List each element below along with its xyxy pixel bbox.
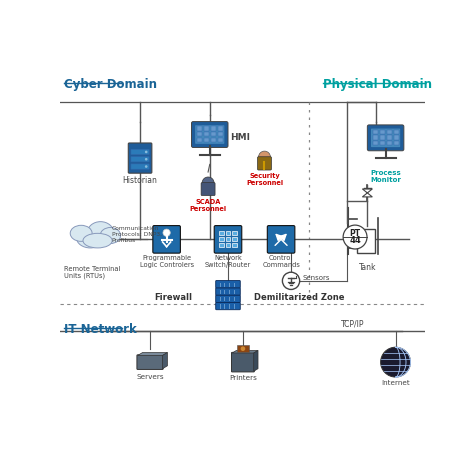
- FancyBboxPatch shape: [195, 125, 224, 144]
- Bar: [219, 231, 224, 236]
- Text: 44: 44: [349, 236, 361, 245]
- FancyBboxPatch shape: [191, 122, 228, 147]
- FancyBboxPatch shape: [216, 281, 240, 288]
- Bar: [380, 129, 385, 134]
- Text: Cyber Domain: Cyber Domain: [64, 79, 157, 91]
- Text: Internet: Internet: [381, 380, 410, 386]
- Ellipse shape: [100, 228, 120, 244]
- Text: Printers: Printers: [229, 375, 257, 382]
- Ellipse shape: [83, 233, 112, 248]
- Bar: [373, 135, 378, 140]
- Bar: [211, 126, 216, 131]
- Ellipse shape: [87, 222, 114, 244]
- Bar: [218, 126, 223, 131]
- Text: Demilitarized Zone: Demilitarized Zone: [254, 293, 345, 302]
- Text: Firewall: Firewall: [154, 293, 192, 302]
- Text: Physical Domain: Physical Domain: [322, 79, 431, 91]
- Bar: [197, 138, 202, 142]
- FancyBboxPatch shape: [131, 149, 149, 155]
- Bar: [393, 129, 399, 134]
- Bar: [387, 141, 392, 146]
- Text: SCADA
Personnel: SCADA Personnel: [190, 199, 227, 211]
- Bar: [232, 237, 237, 241]
- Polygon shape: [137, 353, 167, 356]
- Bar: [211, 132, 216, 137]
- Text: Sensors: Sensors: [302, 274, 330, 281]
- FancyBboxPatch shape: [131, 156, 149, 162]
- Bar: [218, 138, 223, 142]
- Text: Servers: Servers: [136, 374, 164, 380]
- FancyBboxPatch shape: [201, 182, 215, 196]
- Circle shape: [381, 347, 410, 377]
- Bar: [380, 141, 385, 146]
- Bar: [211, 138, 216, 142]
- Circle shape: [145, 165, 147, 168]
- Polygon shape: [163, 353, 167, 369]
- Text: Security
Personnel: Security Personnel: [246, 173, 283, 186]
- FancyBboxPatch shape: [216, 302, 240, 310]
- Text: Tank: Tank: [359, 263, 376, 272]
- FancyBboxPatch shape: [131, 164, 149, 169]
- Bar: [197, 132, 202, 137]
- FancyBboxPatch shape: [214, 226, 242, 253]
- Bar: [204, 126, 210, 131]
- Bar: [204, 138, 210, 142]
- Ellipse shape: [70, 225, 92, 241]
- Bar: [204, 132, 210, 137]
- Bar: [232, 231, 237, 236]
- Bar: [197, 126, 202, 131]
- Text: PT: PT: [349, 228, 361, 237]
- Bar: [219, 237, 224, 241]
- Bar: [226, 243, 230, 247]
- Bar: [373, 129, 378, 134]
- Circle shape: [145, 158, 147, 161]
- Ellipse shape: [76, 228, 104, 248]
- Bar: [232, 243, 237, 247]
- Bar: [393, 141, 399, 146]
- FancyBboxPatch shape: [128, 143, 152, 173]
- Polygon shape: [232, 350, 258, 353]
- Text: Network
Switch/Router: Network Switch/Router: [205, 255, 251, 268]
- Circle shape: [202, 177, 214, 189]
- Circle shape: [343, 225, 367, 249]
- Text: Remote Terminal
Units (RTUs): Remote Terminal Units (RTUs): [64, 266, 120, 279]
- Circle shape: [258, 151, 271, 163]
- FancyBboxPatch shape: [267, 226, 295, 253]
- Bar: [373, 141, 378, 146]
- FancyBboxPatch shape: [356, 228, 375, 254]
- Circle shape: [145, 151, 147, 153]
- FancyBboxPatch shape: [367, 125, 404, 151]
- Polygon shape: [362, 189, 373, 193]
- Text: TCP/IP: TCP/IP: [341, 319, 364, 328]
- FancyBboxPatch shape: [216, 288, 240, 295]
- Polygon shape: [362, 193, 373, 197]
- FancyBboxPatch shape: [257, 157, 272, 170]
- Text: Historian: Historian: [123, 176, 157, 185]
- Bar: [226, 237, 230, 241]
- Bar: [387, 129, 392, 134]
- FancyBboxPatch shape: [216, 295, 240, 302]
- Bar: [380, 135, 385, 140]
- FancyBboxPatch shape: [153, 226, 181, 253]
- Text: HMI: HMI: [229, 133, 250, 142]
- FancyBboxPatch shape: [231, 352, 255, 372]
- Text: Process
Monitor: Process Monitor: [370, 170, 401, 182]
- Text: Communication
Protocols: DNP3,
Profibus: Communication Protocols: DNP3, Profibus: [112, 226, 162, 243]
- Bar: [387, 135, 392, 140]
- Circle shape: [283, 272, 300, 290]
- Circle shape: [241, 346, 245, 351]
- Text: IT Network: IT Network: [64, 323, 137, 336]
- Text: Programmable
Logic Controlers: Programmable Logic Controlers: [139, 255, 194, 268]
- Circle shape: [163, 229, 170, 237]
- Text: Control
Commands: Control Commands: [262, 255, 300, 268]
- Bar: [219, 243, 224, 247]
- Polygon shape: [254, 350, 258, 371]
- Bar: [218, 132, 223, 137]
- Bar: [226, 231, 230, 236]
- FancyBboxPatch shape: [137, 355, 163, 369]
- FancyBboxPatch shape: [371, 128, 400, 147]
- Bar: [393, 135, 399, 140]
- Bar: [237, 345, 249, 352]
